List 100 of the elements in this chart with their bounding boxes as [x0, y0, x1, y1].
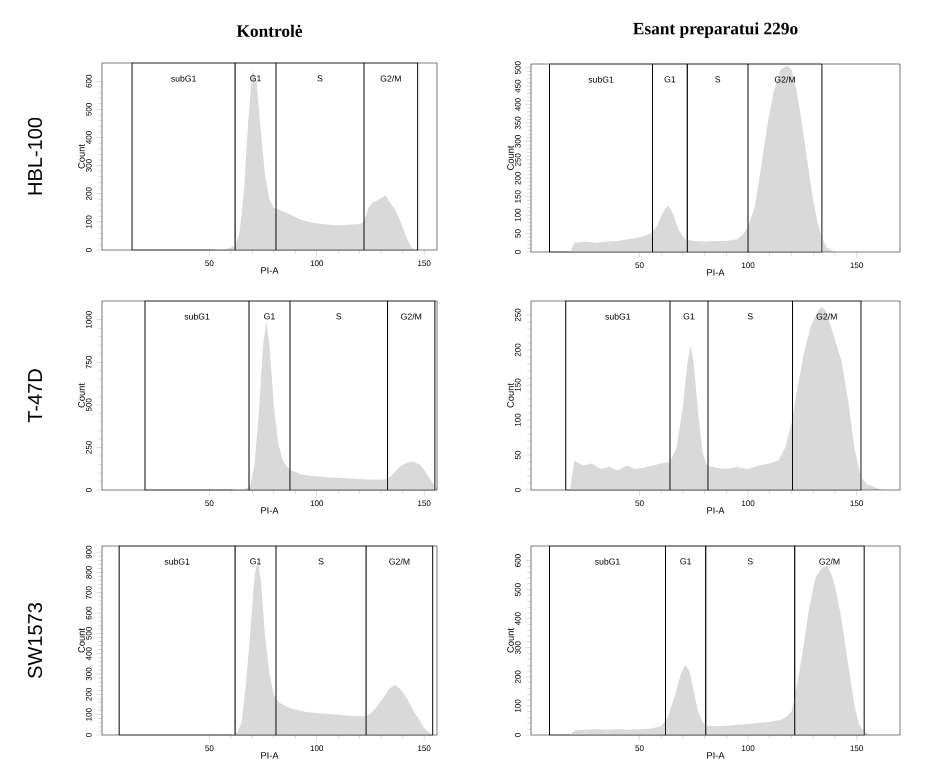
y-tick-label: 300: [514, 641, 521, 654]
x-tick-label: 50: [635, 262, 644, 268]
x-tick-label: 150: [850, 262, 863, 268]
band-label: subG1: [588, 76, 614, 83]
y-tick-label: 100: [514, 700, 521, 712]
y-tick-label: 250: [86, 441, 92, 454]
x-tick-label: 150: [850, 500, 863, 506]
text: T-47D: [28, 369, 42, 422]
y-tick-label: 200: [514, 344, 521, 356]
x-axis-title: PI-A: [707, 269, 725, 276]
y-tick-label: 250: [514, 308, 521, 322]
x-tick-label: 150: [850, 745, 863, 752]
y-tick-label: 200: [86, 688, 92, 701]
y-tick-label: 600: [86, 606, 92, 620]
y-tick-label: 300: [86, 159, 92, 172]
band-label: subG1: [595, 558, 620, 565]
band-label: subG1: [605, 313, 630, 320]
y-tick-label: 350: [514, 116, 521, 130]
band-label: S: [317, 75, 322, 82]
band-label: S: [336, 313, 342, 320]
x-axis-title: PI-A: [261, 507, 279, 514]
band-label: G1: [250, 75, 261, 82]
y-tick-label: 500: [514, 61, 521, 74]
y-tick-label: 400: [86, 647, 92, 660]
y-axis-title: Count: [78, 144, 85, 168]
x-axis-title: PI-A: [261, 267, 279, 274]
x-tick-label: 150: [418, 260, 430, 266]
y-tick-label: 250: [514, 153, 521, 166]
text: HBL-100: [28, 118, 42, 194]
x-tick-label: 150: [418, 500, 430, 506]
x-tick-label: 50: [635, 745, 644, 752]
x-axis-title: PI-A: [707, 507, 725, 514]
band-label: G2/M: [774, 76, 795, 83]
y-tick-label: 800: [86, 566, 92, 579]
y-tick-label: 0: [514, 488, 521, 492]
text: SW1573: [28, 603, 42, 678]
y-tick-label: 200: [86, 187, 92, 200]
x-tick-label: 50: [205, 500, 214, 506]
y-tick-label: 600: [514, 554, 521, 567]
y-tick-label: 0: [86, 733, 92, 737]
band-label: G1: [684, 313, 694, 320]
band-label: G2/M: [380, 75, 401, 82]
band-label: G1: [664, 76, 676, 82]
x-tick-label: 100: [310, 745, 324, 752]
band-label: G2/M: [389, 558, 410, 565]
y-axis-title: Count: [507, 628, 514, 652]
x-tick-label: 150: [418, 745, 430, 752]
band-label: subG1: [184, 313, 210, 320]
y-tick-label: 50: [514, 450, 521, 460]
y-tick-label: 900: [86, 546, 92, 558]
y-tick-label: 500: [514, 583, 521, 596]
y-tick-label: 50: [514, 229, 521, 238]
y-axis-title: Count: [78, 628, 85, 652]
chart-title: Kontrolė: [236, 24, 302, 37]
y-tick-label: 400: [514, 612, 521, 626]
band-label: S: [748, 313, 753, 320]
y-tick-label: 100: [514, 208, 521, 222]
y-tick-label: 300: [514, 135, 521, 148]
x-axis-title: PI-A: [261, 752, 279, 759]
band-label: G1: [264, 313, 275, 320]
y-tick-label: 100: [514, 414, 521, 426]
band-label: subG1: [171, 75, 196, 82]
x-tick-label: 100: [742, 500, 754, 506]
y-tick-label: 100: [86, 216, 92, 228]
y-axis-title: Count: [78, 383, 85, 408]
y-tick-label: 150: [514, 378, 521, 392]
band-label: G2/M: [819, 558, 840, 565]
y-tick-label: 0: [86, 248, 92, 252]
y-tick-label: 200: [514, 670, 521, 684]
y-tick-label: 200: [514, 172, 521, 185]
y-tick-label: 300: [86, 668, 92, 680]
y-tick-label: 600: [86, 74, 92, 88]
x-tick-label: 100: [310, 500, 324, 506]
band-label: subG1: [164, 558, 190, 565]
y-tick-label: 0: [86, 488, 92, 492]
y-tick-label: 100: [86, 708, 92, 721]
band-label: G1: [250, 558, 261, 564]
y-tick-label: 150: [514, 190, 521, 203]
x-tick-label: 100: [310, 260, 324, 266]
x-tick-label: 100: [742, 262, 754, 268]
y-tick-label: 750: [86, 356, 92, 369]
band-label: G1: [680, 558, 692, 564]
y-tick-label: 700: [86, 586, 92, 600]
x-tick-label: 100: [742, 745, 754, 752]
band-label: S: [318, 558, 324, 564]
y-tick-label: 450: [514, 80, 521, 93]
band-label: S: [715, 76, 720, 82]
y-tick-label: 1000: [86, 311, 92, 328]
chart-title: Esant preparatui 229o: [633, 22, 798, 38]
y-tick-label: 500: [86, 103, 92, 116]
x-tick-label: 50: [635, 500, 644, 506]
y-axis-title: Count: [507, 146, 514, 170]
y-axis-title: Count: [507, 383, 514, 408]
y-tick-label: 0: [514, 250, 521, 254]
y-tick-label: 500: [86, 627, 92, 640]
x-tick-label: 50: [205, 745, 214, 752]
x-tick-label: 50: [205, 260, 214, 266]
band-label: G2/M: [401, 313, 422, 320]
x-axis-title: PI-A: [707, 752, 725, 759]
band-label: G2/M: [816, 313, 837, 320]
